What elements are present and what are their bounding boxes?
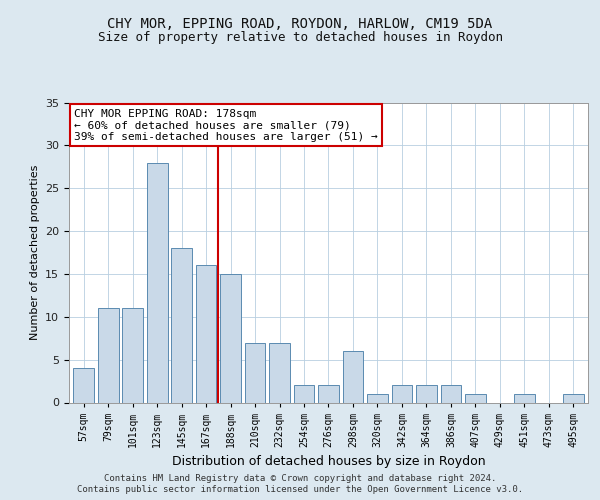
Bar bbox=[392, 386, 412, 402]
Bar bbox=[171, 248, 192, 402]
Text: CHY MOR EPPING ROAD: 178sqm
← 60% of detached houses are smaller (79)
39% of sem: CHY MOR EPPING ROAD: 178sqm ← 60% of det… bbox=[74, 108, 378, 142]
Bar bbox=[514, 394, 535, 402]
Bar bbox=[196, 266, 217, 402]
Text: Contains HM Land Registry data © Crown copyright and database right 2024.: Contains HM Land Registry data © Crown c… bbox=[104, 474, 496, 483]
Y-axis label: Number of detached properties: Number of detached properties bbox=[29, 165, 40, 340]
Bar bbox=[269, 342, 290, 402]
Text: CHY MOR, EPPING ROAD, ROYDON, HARLOW, CM19 5DA: CHY MOR, EPPING ROAD, ROYDON, HARLOW, CM… bbox=[107, 18, 493, 32]
Bar bbox=[293, 386, 314, 402]
Text: Size of property relative to detached houses in Roydon: Size of property relative to detached ho… bbox=[97, 32, 503, 44]
Bar bbox=[343, 351, 364, 403]
Bar bbox=[98, 308, 119, 402]
Bar bbox=[220, 274, 241, 402]
Bar bbox=[147, 162, 167, 402]
Bar bbox=[563, 394, 584, 402]
Bar bbox=[367, 394, 388, 402]
Bar bbox=[245, 342, 265, 402]
X-axis label: Distribution of detached houses by size in Roydon: Distribution of detached houses by size … bbox=[172, 455, 485, 468]
Bar bbox=[73, 368, 94, 402]
Bar bbox=[318, 386, 339, 402]
Bar bbox=[440, 386, 461, 402]
Bar bbox=[465, 394, 486, 402]
Bar bbox=[416, 386, 437, 402]
Bar bbox=[122, 308, 143, 402]
Text: Contains public sector information licensed under the Open Government Licence v3: Contains public sector information licen… bbox=[77, 485, 523, 494]
